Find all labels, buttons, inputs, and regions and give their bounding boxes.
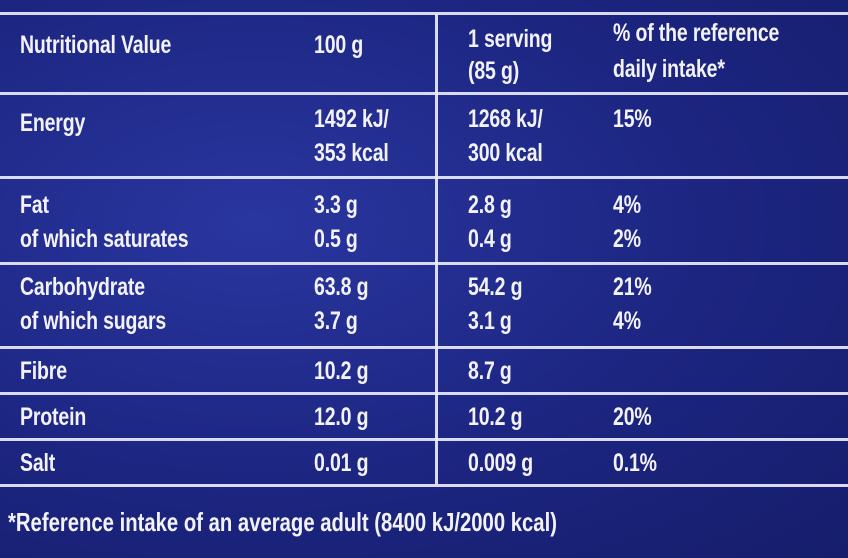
energy-serving-kcal: 300 kcal — [468, 139, 543, 167]
header-nutritional-value: Nutritional Value — [20, 31, 172, 59]
sugars-per100: 3.7 g — [314, 307, 358, 335]
rule-salt-bottom — [0, 484, 848, 487]
saturates-per100: 0.5 g — [314, 225, 358, 253]
rule-fibre-bottom — [0, 392, 848, 395]
row-name-sugars: of which sugars — [20, 307, 167, 335]
header-reference-intake: % of the reference — [613, 19, 780, 47]
protein-ri: 20% — [613, 403, 652, 431]
row-name-salt: Salt — [20, 449, 56, 477]
rule-top — [0, 12, 848, 15]
rule-energy-bottom — [0, 176, 848, 179]
header-daily-intake: daily intake* — [613, 55, 725, 83]
row-name-fibre: Fibre — [20, 357, 67, 385]
header-per-100g: 100 g — [314, 31, 364, 59]
fat-per100: 3.3 g — [314, 191, 358, 219]
header-serving: 1 serving — [468, 25, 553, 53]
saturates-serving: 0.4 g — [468, 225, 512, 253]
rule-protein-bottom — [0, 438, 848, 441]
fat-serving: 2.8 g — [468, 191, 512, 219]
fibre-serving: 8.7 g — [468, 357, 512, 385]
row-name-saturates: of which saturates — [20, 225, 189, 253]
row-name-energy: Energy — [20, 109, 86, 137]
fat-ri: 4% — [613, 191, 641, 219]
energy-ri: 15% — [613, 105, 652, 133]
row-name-protein: Protein — [20, 403, 87, 431]
row-name-carbohydrate: Carbohydrate — [20, 273, 145, 301]
carbohydrate-per100: 63.8 g — [314, 273, 369, 301]
rule-fat-bottom — [0, 262, 848, 265]
rule-column-divider — [435, 14, 438, 484]
carbohydrate-ri: 21% — [613, 273, 652, 301]
carbohydrate-serving: 54.2 g — [468, 273, 523, 301]
row-name-fat: Fat — [20, 191, 49, 219]
saturates-ri: 2% — [613, 225, 641, 253]
header-serving-size: (85 g) — [468, 57, 520, 85]
energy-serving-kj: 1268 kJ/ — [468, 105, 543, 133]
footnote-reference-intake: *Reference intake of an average adult (8… — [8, 507, 557, 537]
protein-serving: 10.2 g — [468, 403, 523, 431]
sugars-serving: 3.1 g — [468, 307, 512, 335]
salt-ri: 0.1% — [613, 449, 657, 477]
fibre-per100: 10.2 g — [314, 357, 369, 385]
protein-per100: 12.0 g — [314, 403, 369, 431]
sugars-ri: 4% — [613, 307, 641, 335]
energy-per100-kj: 1492 kJ/ — [314, 105, 389, 133]
salt-serving: 0.009 g — [468, 449, 534, 477]
rule-header-bottom — [0, 92, 848, 95]
salt-per100: 0.01 g — [314, 449, 369, 477]
energy-per100-kcal: 353 kcal — [314, 139, 389, 167]
rule-carb-bottom — [0, 346, 848, 349]
